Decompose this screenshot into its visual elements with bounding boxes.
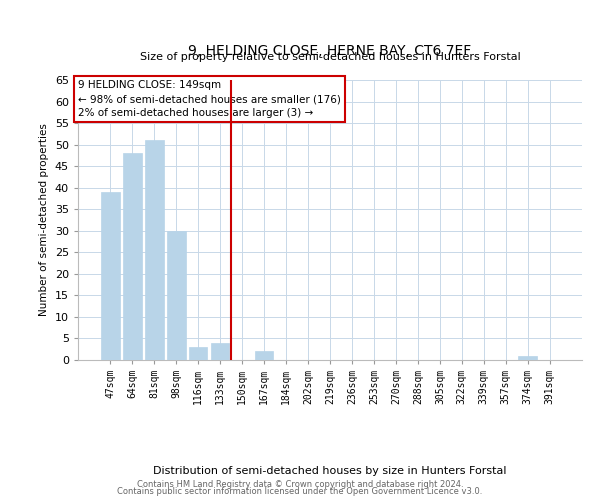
Y-axis label: Number of semi-detached properties: Number of semi-detached properties: [39, 124, 49, 316]
Bar: [145, 140, 164, 360]
Text: Distribution of semi-detached houses by size in Hunters Forstal: Distribution of semi-detached houses by …: [153, 466, 507, 476]
Bar: [123, 153, 142, 360]
Text: Contains HM Land Registry data © Crown copyright and database right 2024.: Contains HM Land Registry data © Crown c…: [137, 480, 463, 489]
Title: 9, HELDING CLOSE, HERNE BAY, CT6 7EF: 9, HELDING CLOSE, HERNE BAY, CT6 7EF: [188, 44, 472, 58]
Bar: [518, 356, 537, 360]
Text: Contains public sector information licensed under the Open Government Licence v3: Contains public sector information licen…: [118, 487, 482, 496]
Bar: [255, 352, 274, 360]
Text: Size of property relative to semi-detached houses in Hunters Forstal: Size of property relative to semi-detach…: [140, 52, 520, 62]
Bar: [167, 231, 185, 360]
Bar: [211, 343, 229, 360]
Bar: [189, 347, 208, 360]
Bar: [101, 192, 119, 360]
Text: 9 HELDING CLOSE: 149sqm
← 98% of semi-detached houses are smaller (176)
2% of se: 9 HELDING CLOSE: 149sqm ← 98% of semi-de…: [78, 80, 341, 118]
